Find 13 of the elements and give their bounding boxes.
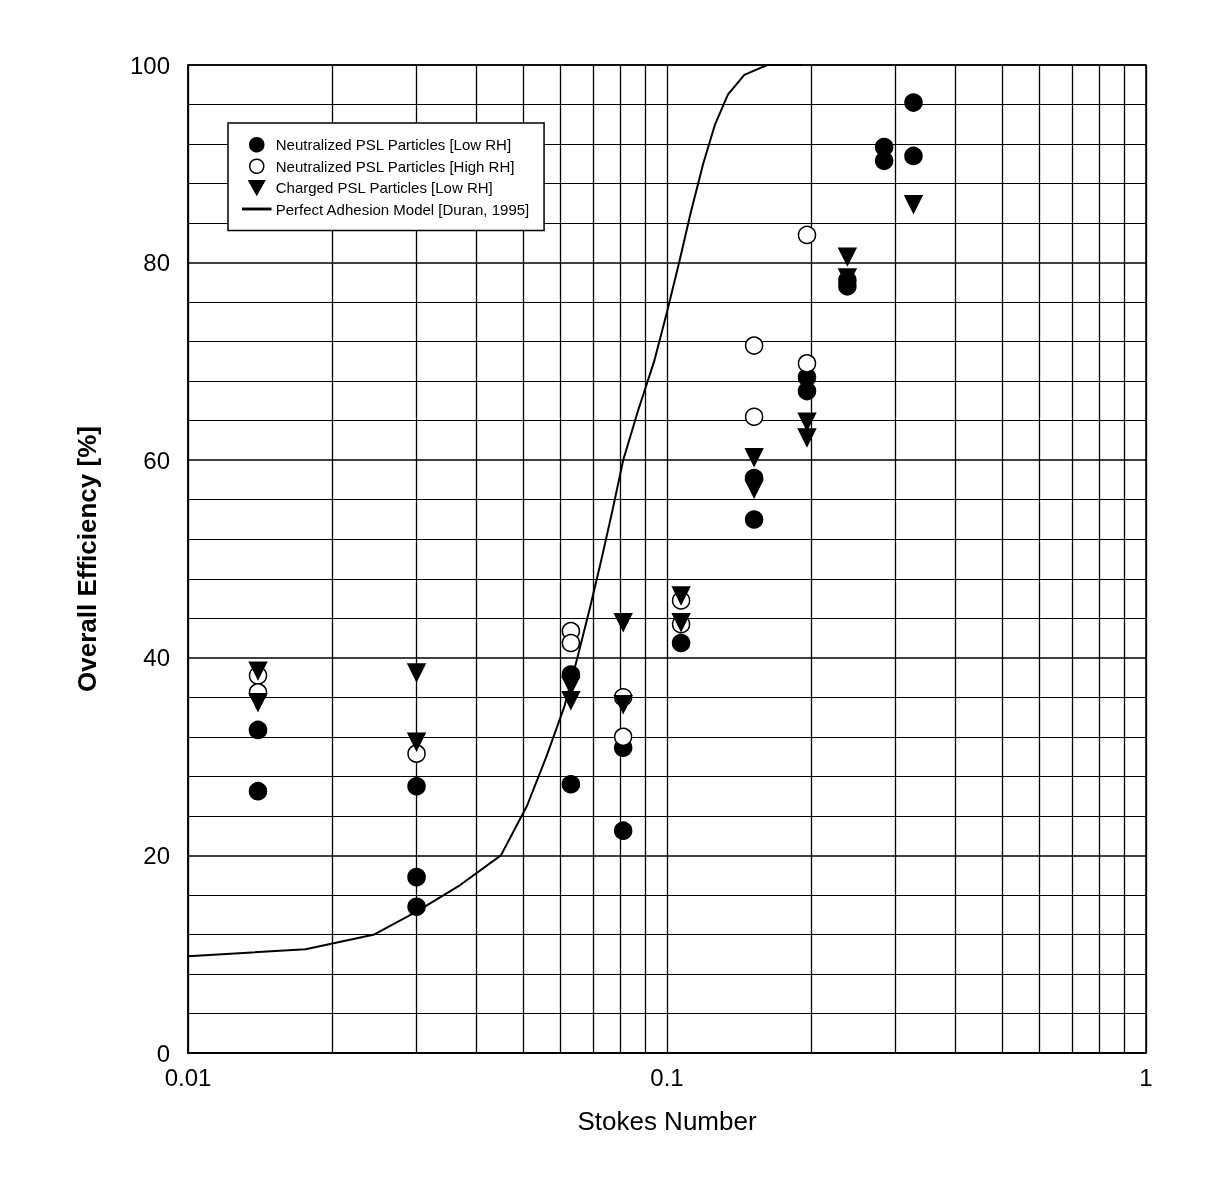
y-tick-label: 40 bbox=[143, 644, 170, 672]
y-tick-label: 100 bbox=[129, 51, 170, 79]
x-tick-label: 1 bbox=[1139, 1063, 1153, 1091]
legend-label: Neutralized PSL Particles [Low RH] bbox=[275, 136, 512, 154]
x-axis-title: Stokes Number bbox=[577, 1106, 757, 1136]
legend-label: Charged PSL Particles [Low RH] bbox=[275, 179, 493, 197]
legend-label: Neutralized PSL Particles [High RH] bbox=[275, 157, 515, 175]
y-tick-label: 60 bbox=[143, 446, 170, 474]
y-tick-label: 80 bbox=[143, 249, 170, 277]
legend-label: Perfect Adhesion Model [Duran, 1995] bbox=[275, 200, 530, 218]
x-tick-label: 0.1 bbox=[650, 1063, 684, 1091]
y-tick-label: 20 bbox=[143, 841, 170, 869]
y-axis-title: Overall Efficiency [%] bbox=[72, 426, 102, 692]
